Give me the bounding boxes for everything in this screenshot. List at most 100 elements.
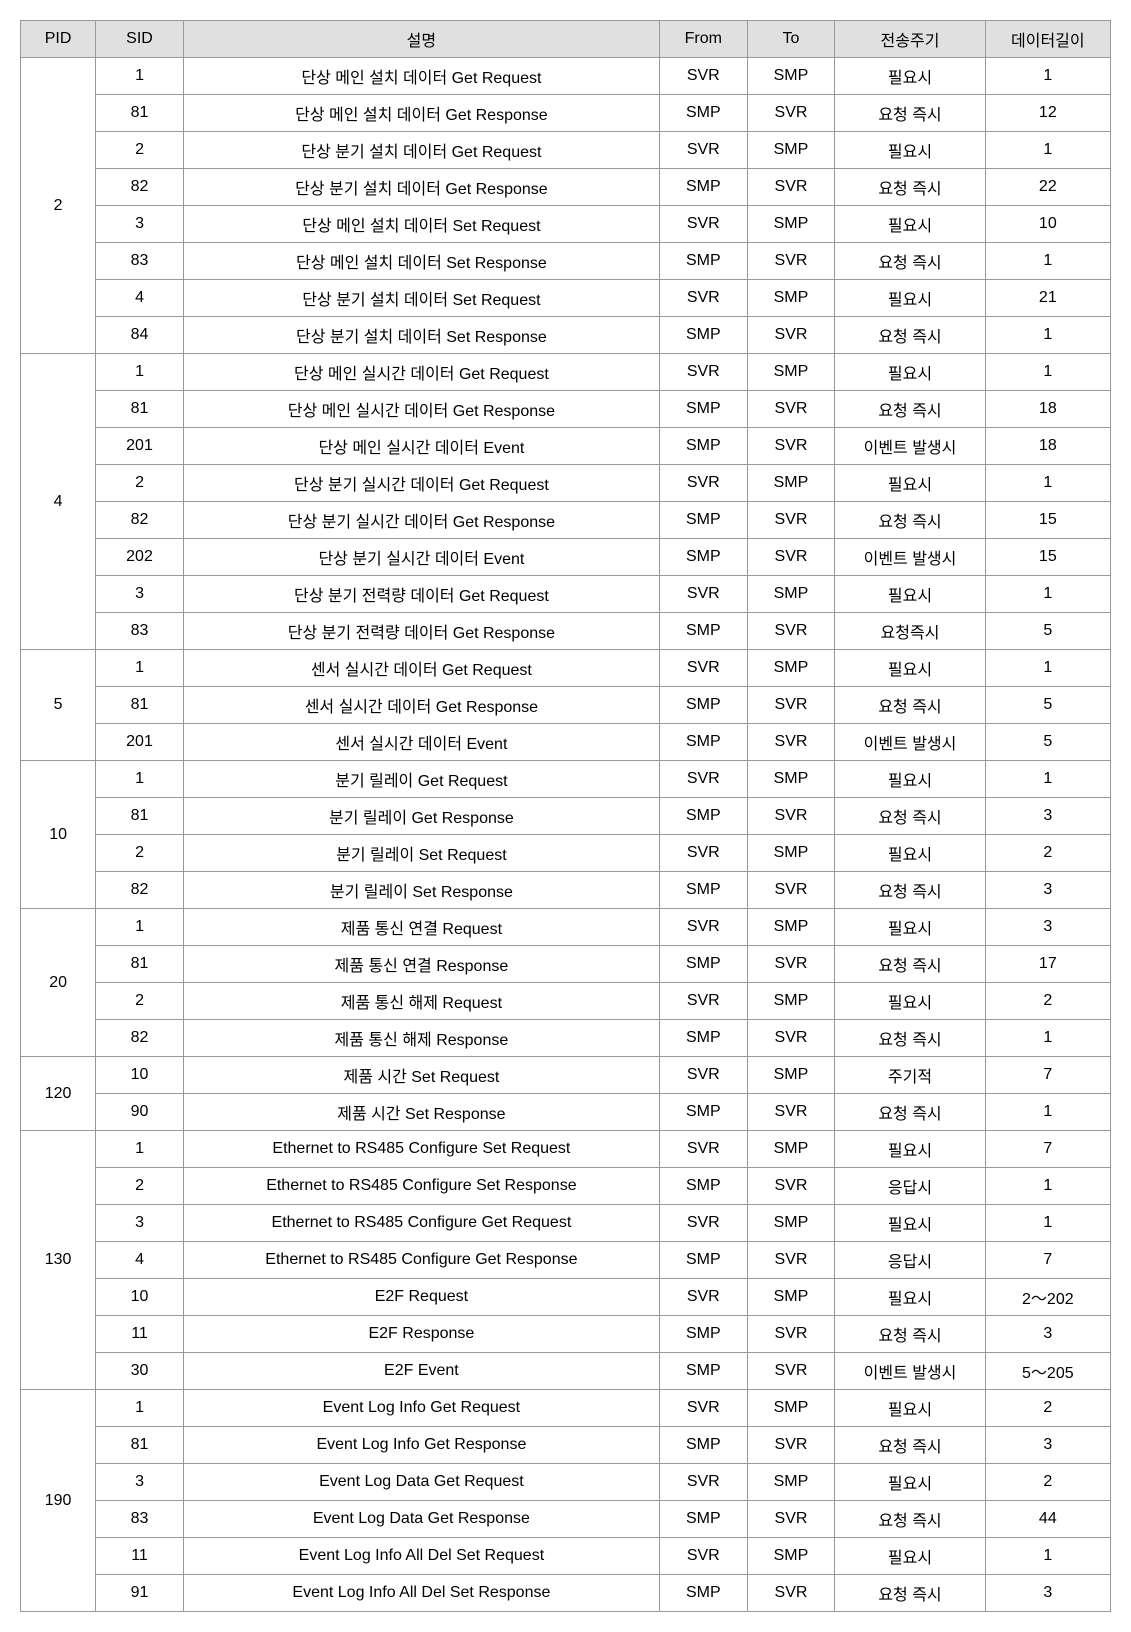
cell-from: SVR <box>659 280 747 317</box>
cell-cycle: 요청 즉시 <box>835 243 985 280</box>
cell-desc: Ethernet to RS485 Configure Set Response <box>183 1168 659 1205</box>
cell-desc: 센서 실시간 데이터 Event <box>183 724 659 761</box>
cell-to: SVR <box>747 1094 835 1131</box>
cell-len: 2 <box>985 1464 1110 1501</box>
cell-cycle: 요청 즉시 <box>835 391 985 428</box>
cell-desc: 분기 릴레이 Get Request <box>183 761 659 798</box>
cell-len: 2 <box>985 983 1110 1020</box>
cell-sid: 11 <box>96 1316 184 1353</box>
cell-sid: 1 <box>96 650 184 687</box>
cell-desc: 단상 분기 실시간 데이터 Get Request <box>183 465 659 502</box>
cell-desc: 제품 시간 Set Request <box>183 1057 659 1094</box>
cell-from: SMP <box>659 946 747 983</box>
cell-sid: 3 <box>96 1464 184 1501</box>
cell-desc: 단상 메인 실시간 데이터 Get Request <box>183 354 659 391</box>
cell-cycle: 요청 즉시 <box>835 317 985 354</box>
cell-desc: 제품 통신 연결 Request <box>183 909 659 946</box>
cell-len: 7 <box>985 1131 1110 1168</box>
cell-desc: 센서 실시간 데이터 Get Request <box>183 650 659 687</box>
table-row: 2분기 릴레이 Set RequestSVRSMP필요시2 <box>21 835 1111 872</box>
cell-len: 44 <box>985 1501 1110 1538</box>
table-row: 82분기 릴레이 Set ResponseSMPSVR요청 즉시3 <box>21 872 1111 909</box>
cell-cycle: 요청 즉시 <box>835 1575 985 1612</box>
table-row: 201제품 통신 연결 RequestSVRSMP필요시3 <box>21 909 1111 946</box>
cell-desc: E2F Response <box>183 1316 659 1353</box>
table-row: 12010제품 시간 Set RequestSVRSMP주기적7 <box>21 1057 1111 1094</box>
cell-from: SMP <box>659 1353 747 1390</box>
cell-cycle: 필요시 <box>835 761 985 798</box>
cell-len: 15 <box>985 502 1110 539</box>
cell-from: SVR <box>659 650 747 687</box>
cell-to: SMP <box>747 835 835 872</box>
cell-len: 3 <box>985 1316 1110 1353</box>
cell-from: SMP <box>659 1575 747 1612</box>
table-row: 3단상 메인 설치 데이터 Set RequestSVRSMP필요시10 <box>21 206 1111 243</box>
table-row: 3Event Log Data Get RequestSVRSMP필요시2 <box>21 1464 1111 1501</box>
cell-from: SMP <box>659 169 747 206</box>
cell-cycle: 요청 즉시 <box>835 872 985 909</box>
cell-from: SMP <box>659 539 747 576</box>
cell-len: 2 <box>985 1390 1110 1427</box>
cell-to: SVR <box>747 1353 835 1390</box>
cell-desc: 단상 메인 설치 데이터 Get Response <box>183 95 659 132</box>
cell-from: SVR <box>659 761 747 798</box>
col-header-cycle: 전송주기 <box>835 21 985 58</box>
table-row: 83Event Log Data Get ResponseSMPSVR요청 즉시… <box>21 1501 1111 1538</box>
cell-to: SMP <box>747 1131 835 1168</box>
cell-desc: 제품 통신 해제 Request <box>183 983 659 1020</box>
cell-to: SVR <box>747 502 835 539</box>
cell-desc: Event Log Data Get Response <box>183 1501 659 1538</box>
cell-sid: 3 <box>96 1205 184 1242</box>
cell-sid: 82 <box>96 169 184 206</box>
cell-cycle: 필요시 <box>835 576 985 613</box>
table-row: 82단상 분기 실시간 데이터 Get ResponseSMPSVR요청 즉시1… <box>21 502 1111 539</box>
cell-pid: 10 <box>21 761 96 909</box>
cell-cycle: 요청 즉시 <box>835 798 985 835</box>
cell-from: SVR <box>659 206 747 243</box>
cell-sid: 4 <box>96 280 184 317</box>
cell-cycle: 이벤트 발생시 <box>835 539 985 576</box>
col-header-len: 데이터길이 <box>985 21 1110 58</box>
cell-from: SMP <box>659 724 747 761</box>
cell-from: SMP <box>659 1242 747 1279</box>
cell-to: SVR <box>747 724 835 761</box>
cell-to: SVR <box>747 1501 835 1538</box>
cell-to: SVR <box>747 946 835 983</box>
cell-len: 1 <box>985 1538 1110 1575</box>
cell-to: SMP <box>747 1464 835 1501</box>
cell-sid: 83 <box>96 613 184 650</box>
cell-desc: Ethernet to RS485 Configure Get Response <box>183 1242 659 1279</box>
cell-desc: 단상 분기 실시간 데이터 Get Response <box>183 502 659 539</box>
cell-sid: 81 <box>96 1427 184 1464</box>
table-row: 81단상 메인 실시간 데이터 Get ResponseSMPSVR요청 즉시1… <box>21 391 1111 428</box>
cell-len: 1 <box>985 465 1110 502</box>
cell-len: 21 <box>985 280 1110 317</box>
cell-cycle: 필요시 <box>835 1279 985 1316</box>
cell-len: 5 <box>985 724 1110 761</box>
cell-cycle: 이벤트 발생시 <box>835 1353 985 1390</box>
cell-to: SMP <box>747 206 835 243</box>
cell-len: 5 <box>985 687 1110 724</box>
cell-to: SMP <box>747 1205 835 1242</box>
cell-pid: 190 <box>21 1390 96 1612</box>
cell-from: SVR <box>659 1279 747 1316</box>
cell-to: SVR <box>747 95 835 132</box>
cell-desc: 단상 메인 실시간 데이터 Get Response <box>183 391 659 428</box>
cell-desc: Ethernet to RS485 Configure Get Request <box>183 1205 659 1242</box>
cell-sid: 1 <box>96 58 184 95</box>
cell-sid: 91 <box>96 1575 184 1612</box>
table-row: 3단상 분기 전력량 데이터 Get RequestSVRSMP필요시1 <box>21 576 1111 613</box>
col-header-from: From <box>659 21 747 58</box>
cell-from: SVR <box>659 576 747 613</box>
cell-to: SMP <box>747 354 835 391</box>
cell-to: SVR <box>747 872 835 909</box>
table-row: 41단상 메인 실시간 데이터 Get RequestSVRSMP필요시1 <box>21 354 1111 391</box>
cell-sid: 81 <box>96 95 184 132</box>
cell-len: 3 <box>985 872 1110 909</box>
cell-len: 1 <box>985 576 1110 613</box>
cell-sid: 202 <box>96 539 184 576</box>
cell-from: SVR <box>659 465 747 502</box>
cell-len: 5 <box>985 613 1110 650</box>
cell-sid: 1 <box>96 909 184 946</box>
cell-from: SVR <box>659 1057 747 1094</box>
